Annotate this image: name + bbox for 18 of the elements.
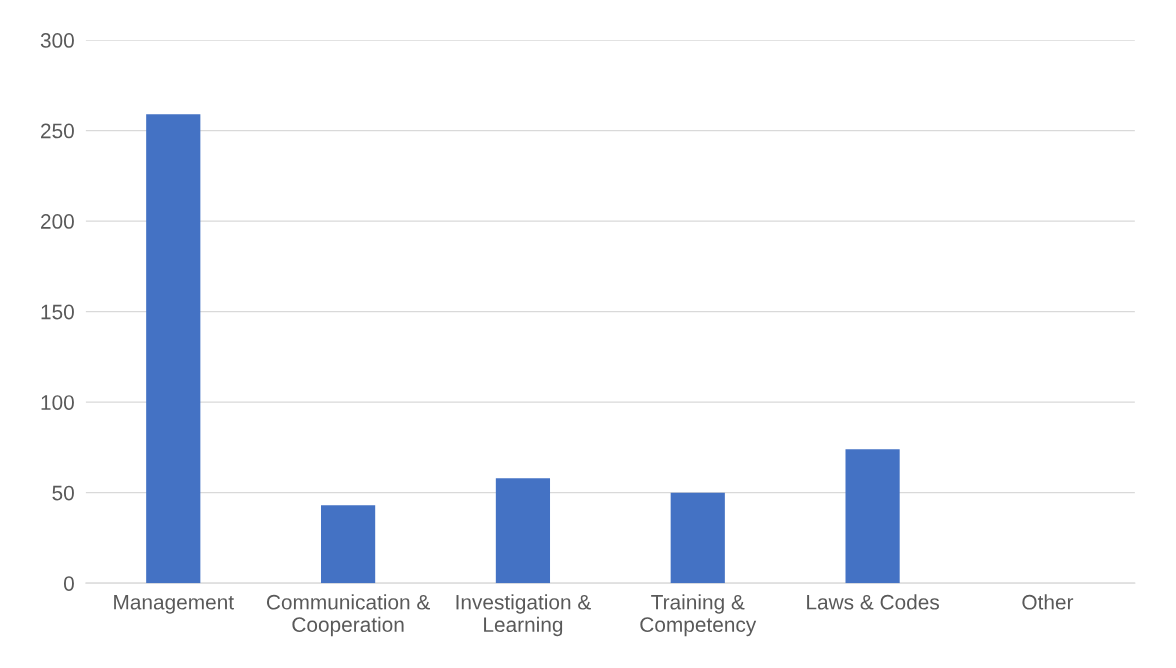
y-tick-label: 200 bbox=[41, 214, 74, 229]
bar bbox=[670, 492, 725, 584]
y-tick-label: 300 bbox=[40, 33, 74, 48]
x-tick-label: Other bbox=[1022, 594, 1074, 610]
y-tick-label: 0 bbox=[63, 576, 74, 591]
bar bbox=[146, 114, 201, 584]
x-tick-label: Training & Competency bbox=[640, 594, 757, 637]
y-tick-label: 100 bbox=[41, 395, 74, 410]
x-tick-label: Investigation & Learning bbox=[456, 594, 591, 637]
y-tick-label: 50 bbox=[52, 485, 74, 501]
x-tick-label: Communication & Cooperation bbox=[266, 594, 430, 637]
bar bbox=[845, 449, 900, 584]
bar bbox=[495, 478, 551, 584]
bar bbox=[321, 505, 376, 584]
x-tick-label: Laws & Codes bbox=[807, 594, 940, 610]
y-tick-label: 150 bbox=[41, 304, 74, 320]
x-tick-label: Management bbox=[114, 595, 234, 614]
y-tick-label: 250 bbox=[41, 123, 74, 139]
